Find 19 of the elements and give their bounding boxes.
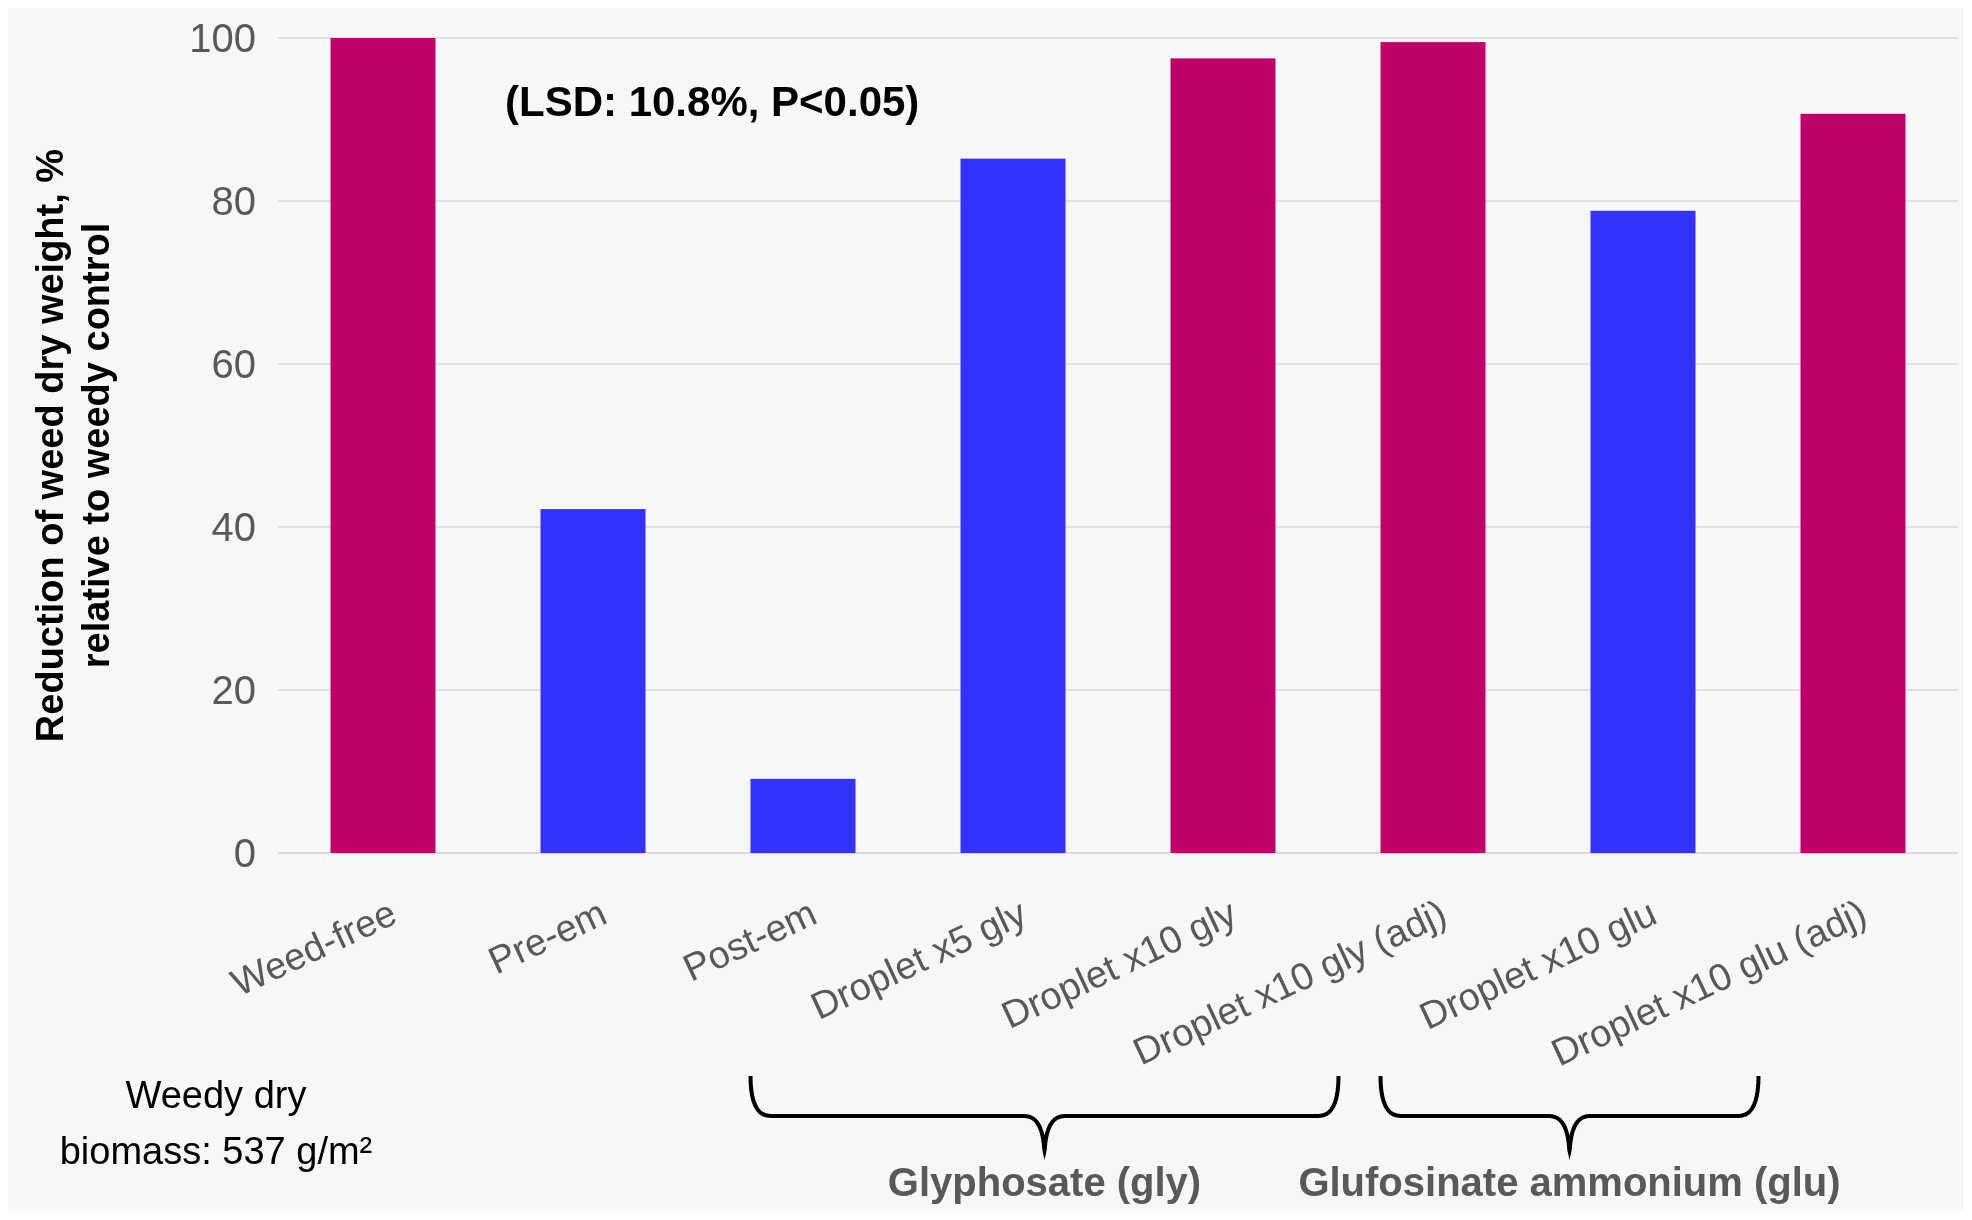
bar [1800,113,1906,853]
bar [540,509,646,853]
bar [1170,58,1276,853]
y-tick-label: 80 [211,179,256,223]
bar [1380,42,1486,853]
text: Glyphosate (gly) [887,1160,1202,1204]
text: Glufosinate ammonium (glu) [1298,1160,1841,1204]
y-axis-title: Reduction of weed dry weight, % relative to weedy control [29,148,117,743]
text: Weedy dry biomass: 537 g/m² [59,1074,373,1172]
y-tick-label: 60 [211,342,256,386]
bar [960,158,1066,853]
bar [750,778,856,853]
annotation: (LSD: 10.8%, P<0.05) [505,78,920,125]
y-tick-label: 0 [233,831,256,875]
y-tick-label: 100 [189,16,256,60]
y-tick-label: 40 [211,505,256,549]
bar [1590,210,1696,853]
bar [330,38,436,853]
y-tick-label: 20 [211,668,256,712]
